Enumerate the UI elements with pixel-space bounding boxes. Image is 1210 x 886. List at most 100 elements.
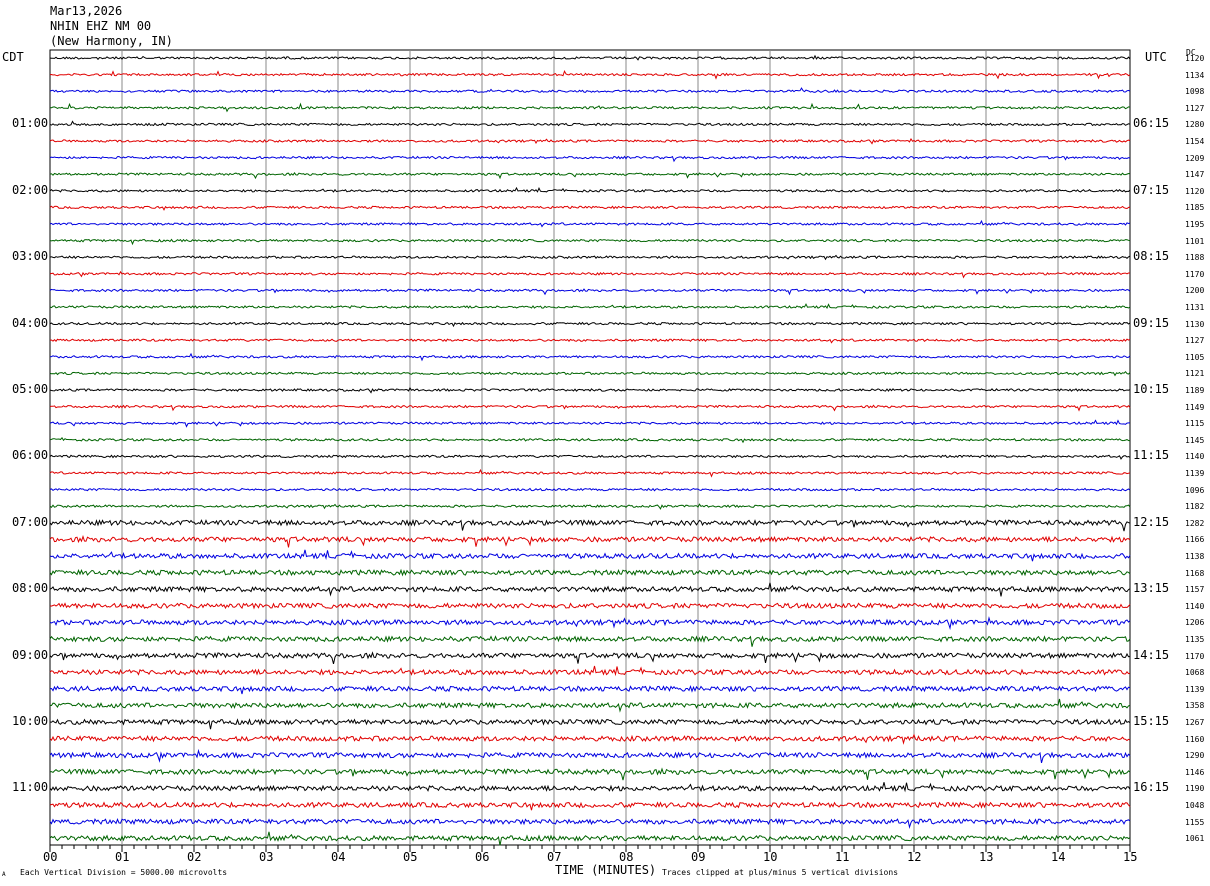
dc-offset-header: DC — [1186, 48, 1196, 57]
dc-offset-value: 1140 — [1185, 601, 1205, 611]
dc-offset-value: 1155 — [1185, 817, 1205, 827]
left-hour-label: 02:00 — [12, 182, 49, 197]
trace-row-23 — [49, 419, 1130, 428]
trace-row-31 — [49, 549, 1131, 562]
right-hour-label: 13:15 — [1133, 581, 1170, 596]
trace-row-33 — [49, 582, 1131, 597]
right-hour-label: 15:15 — [1133, 714, 1170, 728]
x-tick-label: 08 — [619, 850, 634, 864]
dc-offset-value: 1170 — [1185, 651, 1205, 661]
left-hour-label: 08:00 — [12, 581, 49, 596]
left-hour-label: 03:00 — [12, 249, 49, 264]
trace-row-41 — [49, 718, 1131, 730]
minute-gridlines — [121, 50, 1059, 845]
right-hour-label: 10:15 — [1133, 382, 1170, 396]
x-tick-label: 00 — [43, 850, 58, 864]
dc-offset-value: 1134 — [1185, 70, 1205, 80]
x-tick-label: 11 — [835, 850, 850, 864]
dc-offset-value: 1105 — [1185, 352, 1205, 362]
dc-offset-value: 1358 — [1185, 701, 1205, 711]
station-code: NHIN EHZ NM 00 — [50, 19, 152, 33]
trace-row-11 — [49, 219, 1131, 228]
left-hour-label: 10:00 — [12, 714, 49, 728]
trace-row-43 — [49, 748, 1131, 764]
dc-offset-value: 1185 — [1185, 203, 1205, 213]
x-tick-label: 07 — [547, 850, 562, 864]
trace-row-28 — [49, 503, 1131, 510]
left-timezone-label: CDT — [2, 50, 24, 64]
dc-offset-value: 1131 — [1185, 303, 1205, 312]
dc-offset-value: 1140 — [1185, 452, 1205, 462]
left-hour-label: 01:00 — [12, 116, 49, 131]
dc-offset-value: 1190 — [1185, 784, 1205, 794]
dc-offset-value: 1048 — [1185, 801, 1205, 810]
dc-offset-value: 1267 — [1185, 718, 1205, 727]
trace-row-10 — [49, 205, 1131, 211]
dc-offset-value: 1127 — [1185, 336, 1205, 346]
trace-row-19 — [49, 352, 1131, 362]
trace-row-5 — [49, 120, 1131, 127]
dc-offset-value: 1145 — [1185, 435, 1205, 445]
trace-row-32 — [49, 568, 1131, 577]
trace-row-35 — [49, 616, 1131, 631]
dc-offset-value: 1120 — [1185, 186, 1205, 196]
right-hour-label: 08:15 — [1133, 249, 1170, 264]
station-location: (New Harmony, IN) — [50, 34, 173, 48]
x-axis-title: TIME (MINUTES) — [555, 863, 657, 877]
trace-row-37 — [49, 651, 1131, 665]
left-hour-label: 04:00 — [12, 315, 49, 330]
dc-offset-value: 1189 — [1185, 386, 1205, 395]
dc-offset-value: 1098 — [1185, 87, 1205, 97]
dc-offset-value: 1139 — [1185, 469, 1205, 478]
right-hour-label: 07:15 — [1133, 182, 1170, 197]
dc-offset-value: 1147 — [1185, 170, 1205, 180]
dc-offset-value: 1130 — [1185, 319, 1205, 329]
right-hour-label: 12:15 — [1133, 514, 1170, 529]
trace-row-14 — [49, 270, 1130, 279]
vertical-scale-note: Each Vertical Division = 5000.00 microvo… — [20, 868, 228, 877]
trace-row-39 — [49, 684, 1131, 695]
dc-offset-value: 1139 — [1185, 684, 1205, 694]
left-hour-label: 05:00 — [12, 382, 49, 396]
trace-row-12 — [49, 238, 1131, 246]
dc-offset-value: 1166 — [1185, 535, 1205, 545]
trace-row-13 — [49, 254, 1131, 261]
trace-row-4 — [49, 102, 1131, 113]
trace-row-45 — [49, 782, 1131, 793]
x-tick-label: 04 — [331, 850, 346, 864]
trace-row-30 — [49, 535, 1131, 548]
x-tick-label: 06 — [475, 850, 490, 864]
x-tick-label: 01 — [115, 850, 130, 864]
dc-offset-value: 1149 — [1185, 402, 1205, 412]
dc-offset-value: 1068 — [1185, 668, 1205, 678]
trace-row-18 — [49, 338, 1131, 344]
left-hour-label: 11:00 — [12, 780, 49, 795]
dc-offset-value: 1061 — [1185, 834, 1205, 844]
trace-row-9 — [49, 186, 1131, 193]
trace-row-44 — [49, 767, 1131, 781]
seismic-traces — [49, 54, 1131, 846]
right-hour-label: 11:15 — [1133, 448, 1170, 463]
trace-row-8 — [49, 172, 1131, 180]
trace-row-38 — [49, 665, 1131, 677]
dc-offset-value: 1101 — [1185, 236, 1205, 246]
trace-row-46 — [49, 801, 1131, 811]
x-tick-label: 05 — [403, 850, 418, 864]
dc-offset-value: 1280 — [1185, 120, 1205, 130]
dc-offset-value: 1120 — [1185, 54, 1205, 63]
right-timezone-label: UTC — [1145, 50, 1167, 64]
dc-offset-value: 1290 — [1185, 751, 1205, 761]
trace-row-26 — [49, 468, 1131, 478]
right-hour-label: 06:15 — [1133, 116, 1170, 131]
trace-row-20 — [49, 370, 1131, 377]
x-tick-label: 10 — [763, 850, 778, 864]
dc-offset-value: 1146 — [1185, 767, 1205, 777]
right-hour-label: 16:15 — [1133, 780, 1170, 795]
left-hour-label: 09:00 — [12, 647, 49, 662]
trace-row-29 — [49, 518, 1131, 532]
dc-offset-value: 1096 — [1185, 485, 1205, 495]
trace-row-27 — [49, 487, 1131, 492]
dc-offset-value: 1115 — [1185, 419, 1205, 429]
dc-offset-value: 1135 — [1185, 635, 1205, 644]
